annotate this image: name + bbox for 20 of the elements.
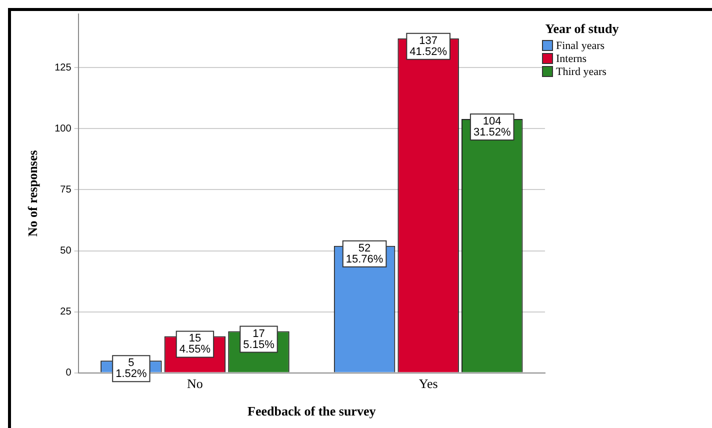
data-label: 52 15.76% [346,242,384,266]
x-tick-label: Yes [418,376,438,392]
legend-title: Year of study [544,21,620,36]
data-label: 104 31.52% [473,115,511,138]
y-axis-title: No of responses [25,150,40,237]
data-label: 137 41.52% [410,34,448,58]
y-tick-label: 100 [54,123,72,134]
y-tick-label: 75 [60,184,72,196]
legend-label: Interns [556,52,587,64]
legend-label: Final years [556,40,605,52]
data-label: 15 4.55% [179,332,211,356]
y-tick-label: 0 [66,368,72,379]
legend-label: Third years [556,66,606,78]
x-axis-title: Feedback of the survey [248,404,376,419]
y-tick-label: 50 [60,246,72,257]
y-tick-label: 125 [54,62,72,74]
data-label: 17 5.15% [243,328,275,351]
y-tick-label: 25 [60,306,72,318]
data-label: 5 1.52% [116,357,147,380]
x-tick-label: No [187,376,203,392]
